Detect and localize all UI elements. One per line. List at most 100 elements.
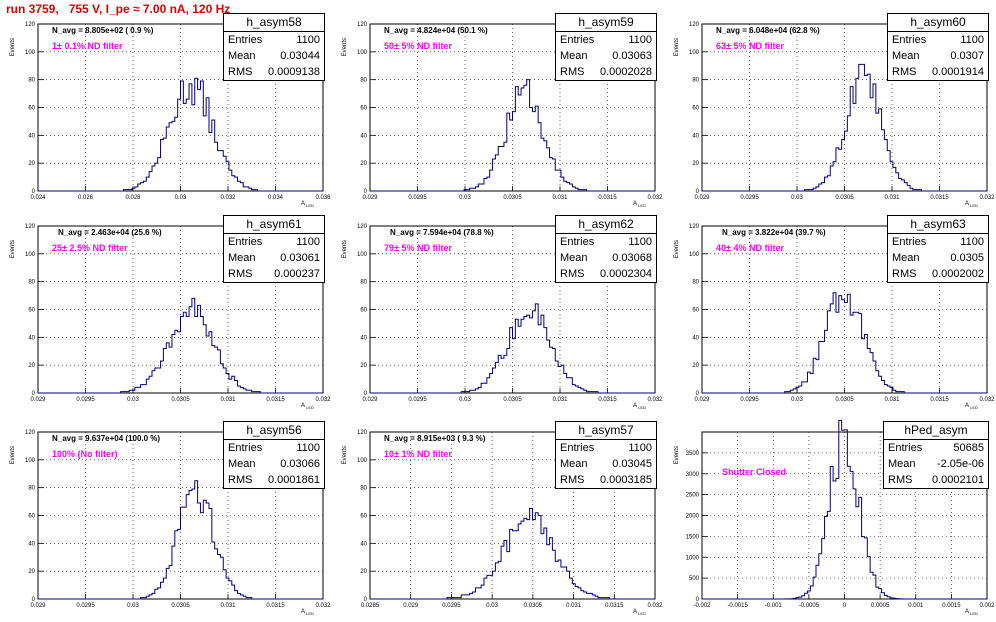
stats-row-mean: Mean 0.0305: [888, 250, 988, 266]
stats-value: 1100: [628, 442, 652, 454]
stats-label: Mean: [228, 458, 256, 470]
histogram-name: hPed_asym: [884, 422, 988, 440]
stats-value: 0.0002304: [600, 268, 652, 280]
x-tick-label: 0.0295: [76, 603, 95, 609]
x-tick-label: 0.0315: [930, 397, 949, 403]
y-tick-label: 120: [357, 430, 368, 436]
filter-label: 63± 5% ND filter: [716, 41, 784, 51]
y-tick-label: 0: [364, 597, 368, 603]
stats-row-entries: Entries 50685: [884, 440, 988, 456]
stats-value: -2.05e-06: [936, 458, 984, 470]
y-tick-label: 60: [360, 106, 367, 112]
x-tick-label: 0.032: [315, 397, 331, 403]
stats-box: h_asym59 Entries 1100 Mean 0.03063 RMS 0.00020…: [555, 13, 657, 81]
stats-value: 0.03066: [280, 458, 320, 470]
x-tick-label: -0.001: [765, 603, 783, 609]
histogram-name: h_asym61: [224, 216, 324, 234]
y-tick-label: 80: [28, 486, 35, 492]
histogram-panel-h_asym58: 0.024 0.026 0.028 0.03 0.032 0.034 0.036 0 20 40 6…: [0, 4, 332, 210]
stats-value: 1100: [628, 34, 652, 46]
y-axis-label: Events: [342, 38, 348, 56]
histogram-svg: -0.002 -0.0015 -0.001 -0.0005 0 0.0005 0.001 0.…: [674, 419, 995, 616]
y-tick-label: 60: [692, 106, 699, 112]
stats-label: RMS: [560, 66, 585, 78]
y-tick-label: 0: [696, 597, 700, 603]
x-tick-label: 0.0305: [835, 195, 854, 201]
stats-row-rms: RMS 0.0002002: [888, 266, 988, 282]
x-axis-label: A LED: [633, 403, 646, 410]
histogram-svg: 0.029 0.0295 0.03 0.0305 0.031 0.0315 0.032 0 20…: [10, 224, 331, 410]
stats-value: 0.0002101: [932, 474, 984, 486]
stats-label: Entries: [228, 34, 263, 46]
stats-row-rms: RMS 0.0009138: [224, 64, 324, 80]
y-tick-label: 80: [692, 78, 699, 84]
x-tick-label: 0.032: [979, 397, 995, 403]
filter-label: 1± 0.1% ND filter: [52, 41, 123, 51]
x-axis-label: A LED: [965, 609, 978, 616]
x-tick-label: 0.03: [791, 397, 803, 403]
stats-box: hPed_asym Entries 50685 Mean -2.05e-06 RMS 0.0…: [883, 421, 989, 489]
x-tick-label: 0.0295: [740, 397, 759, 403]
navg-label: N_avg = 7.594e+04 (78.8 %): [390, 228, 494, 237]
navg-label: N_avg = 4.824e+04 (50.1 %): [384, 26, 488, 35]
x-axis-label: A LED: [301, 403, 314, 410]
x-tick-label: 0.0305: [524, 603, 543, 609]
stats-row-mean: Mean 0.03044: [224, 48, 324, 64]
stats-row-mean: Mean 0.03068: [556, 250, 656, 266]
filter-label: Shutter Closed: [722, 467, 786, 477]
histogram-svg: 0.029 0.0295 0.03 0.0305 0.031 0.0315 0.032 0 20…: [342, 22, 663, 208]
stats-value: 0.0305: [950, 252, 984, 264]
x-tick-label: 0.0295: [442, 603, 461, 609]
y-tick-label: 100: [689, 50, 700, 56]
x-tick-label: 0.032: [647, 397, 663, 403]
x-tick-label: 0.03: [791, 195, 803, 201]
stats-box: h_asym62 Entries 1100 Mean 0.03068 RMS 0.00023…: [555, 215, 657, 283]
stats-value: 0.0002028: [600, 66, 652, 78]
stats-value: 0.0001914: [932, 66, 984, 78]
y-tick-label: 20: [28, 569, 35, 575]
stats-box: h_asym61 Entries 1100 Mean 0.03061 RMS 0.00023…: [223, 215, 325, 283]
y-axis-label: Events: [342, 240, 348, 258]
stats-row-mean: Mean -2.05e-06: [884, 456, 988, 472]
histogram-line: [370, 303, 655, 394]
stats-row-entries: Entries 1100: [888, 234, 988, 250]
y-tick-label: 500: [689, 576, 700, 582]
y-tick-label: 100: [25, 458, 36, 464]
y-tick-label: 80: [692, 280, 699, 286]
stats-row-entries: Entries 1100: [888, 32, 988, 48]
x-tick-label: -0.0015: [727, 603, 748, 609]
x-tick-label: -0.0005: [799, 603, 820, 609]
stats-row-rms: RMS 0.0002101: [884, 472, 988, 488]
stats-label: Entries: [892, 236, 927, 248]
y-tick-label: 60: [360, 308, 367, 314]
x-tick-label: 0.029: [362, 397, 378, 403]
x-tick-label: 0.032: [979, 195, 995, 201]
histogram-name: h_asym57: [556, 422, 656, 440]
y-tick-label: 100: [357, 458, 368, 464]
stats-row-mean: Mean 0.0307: [888, 48, 988, 64]
y-axis-label: Events: [674, 240, 680, 258]
y-tick-label: 0: [364, 391, 368, 397]
histogram-panel-h_asym60: 0.029 0.0295 0.03 0.0305 0.031 0.0315 0.032 0 20…: [664, 4, 996, 210]
y-tick-label: 2000: [686, 514, 700, 520]
stats-value: 1100: [296, 442, 320, 454]
y-axis-label: Events: [674, 446, 680, 464]
histogram-panel-h_asym56: 0.029 0.0295 0.03 0.0305 0.031 0.0315 0.032 0 20…: [0, 412, 332, 618]
x-tick-label: 0.032: [220, 195, 236, 201]
y-tick-label: 20: [360, 161, 367, 167]
x-tick-label: 0.002: [979, 603, 995, 609]
stats-row-rms: RMS 0.000237: [224, 266, 324, 282]
x-tick-label: 0.032: [647, 195, 663, 201]
y-tick-label: 80: [28, 78, 35, 84]
y-tick-label: 120: [25, 224, 36, 230]
stats-value: 0.03068: [612, 252, 652, 264]
histogram-name: h_asym59: [556, 14, 656, 32]
y-tick-label: 40: [360, 541, 367, 547]
y-axis-label: Events: [10, 240, 16, 258]
stats-label: Mean: [228, 252, 256, 264]
y-tick-label: 0: [32, 597, 36, 603]
x-tick-label: 0.0315: [266, 603, 285, 609]
stats-row-mean: Mean 0.03061: [224, 250, 324, 266]
x-tick-label: 0.0315: [605, 603, 624, 609]
stats-value: 0.03061: [280, 252, 320, 264]
